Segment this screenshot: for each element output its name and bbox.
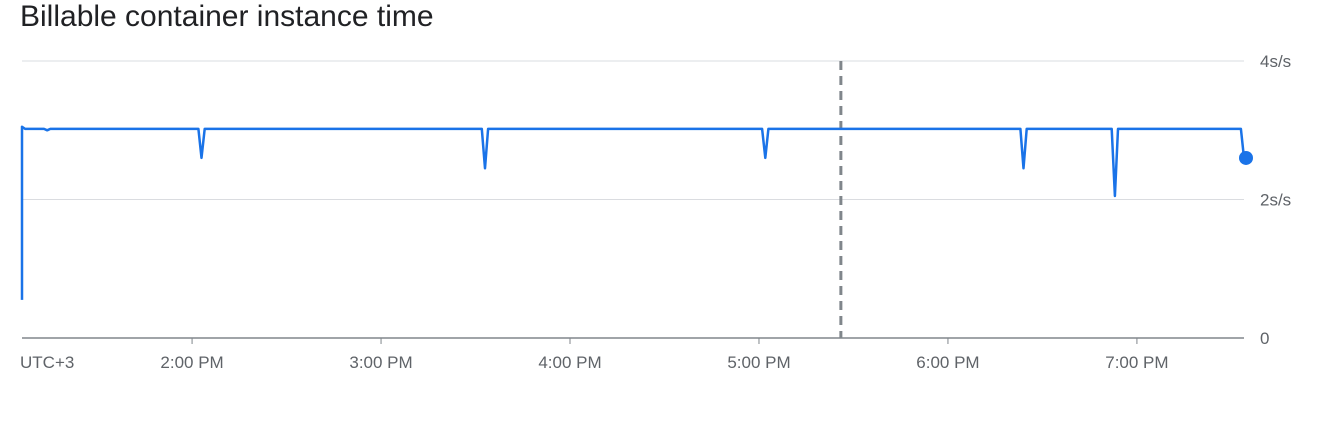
series-end-point [1239,150,1253,165]
y-tick-label: 2s/s [1260,191,1291,210]
chart-title: Billable container instance time [20,0,434,33]
y-tick-label: 0 [1260,329,1269,348]
timezone-label: UTC+3 [20,353,74,372]
x-tick-label: 6:00 PM [916,353,979,372]
series-line [20,125,1246,300]
x-tick-label: 7:00 PM [1105,353,1168,372]
x-tick-label: 5:00 PM [727,353,790,372]
x-tick-label: 3:00 PM [349,353,412,372]
x-tick-label: 4:00 PM [538,353,601,372]
y-tick-label: 4s/s [1260,52,1291,71]
x-tick-label: 2:00 PM [160,353,223,372]
